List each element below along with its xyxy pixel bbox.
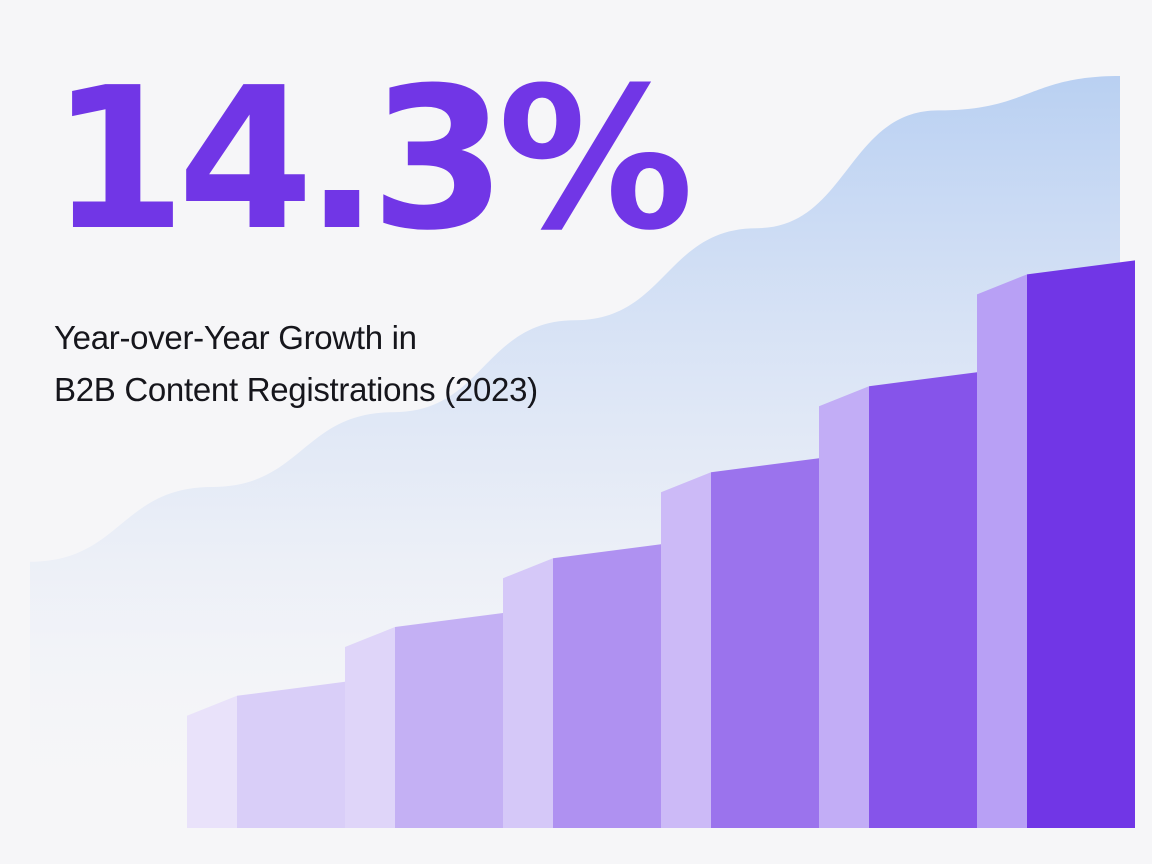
- bar-5: [869, 372, 977, 828]
- bar-side-3: [503, 558, 553, 828]
- bar-4: [711, 458, 819, 828]
- bar-side-1: [187, 695, 237, 828]
- bar-3: [553, 544, 661, 828]
- bar-side-2: [345, 627, 395, 828]
- headline-stat: 14.3%: [50, 46, 694, 274]
- subtitle-line-1: Year-over-Year Growth in: [54, 319, 417, 356]
- bar-side-5: [819, 386, 869, 828]
- bar-6: [1027, 260, 1135, 828]
- bar-1: [237, 681, 345, 828]
- bar-side-6: [977, 274, 1027, 828]
- bars-group: [187, 260, 1135, 828]
- bar-side-4: [661, 472, 711, 828]
- bar-2: [395, 613, 503, 828]
- subtitle: Year-over-Year Growth in B2B Content Reg…: [54, 312, 538, 416]
- subtitle-line-2: B2B Content Registrations (2023): [54, 371, 538, 408]
